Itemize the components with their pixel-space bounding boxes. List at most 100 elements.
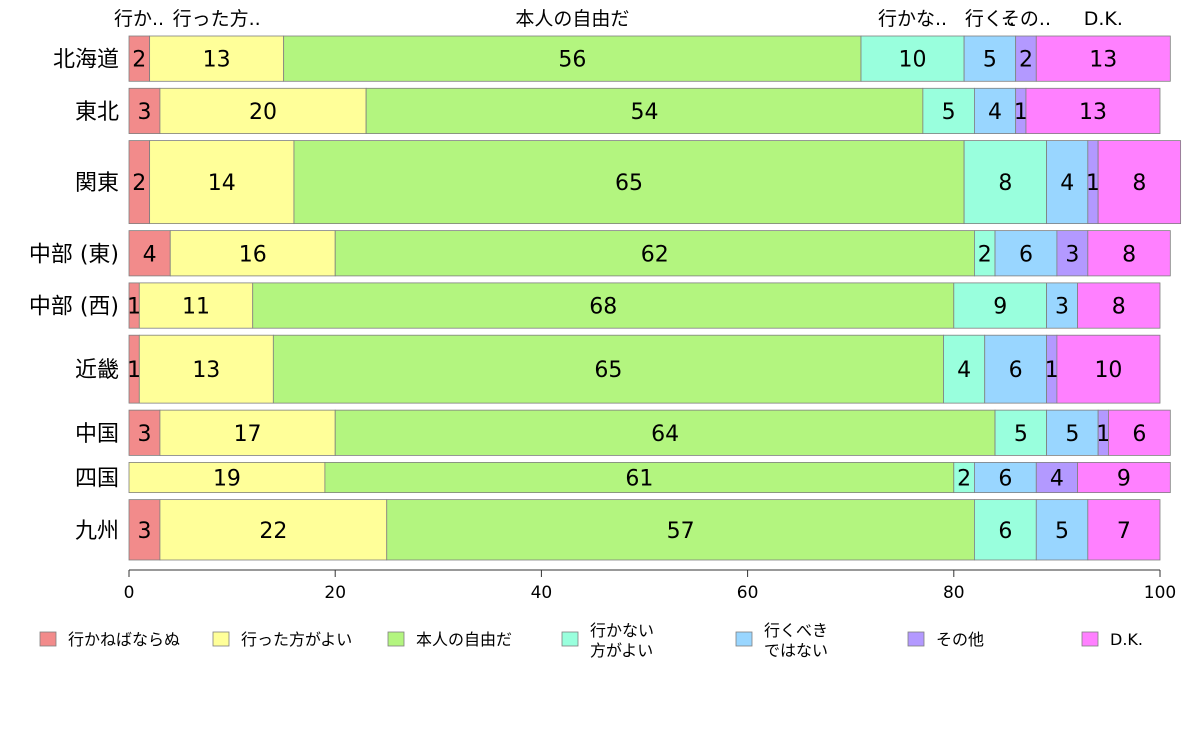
data-label: 8 <box>1132 171 1146 196</box>
data-label: 1 <box>1014 100 1028 125</box>
bar-segment <box>149 140 295 225</box>
x-tick-label: 40 <box>531 583 553 603</box>
data-label: 1 <box>1096 422 1110 447</box>
x-tick-label: 20 <box>324 583 346 603</box>
bar-segment <box>1056 230 1089 277</box>
row-label: 中国 <box>75 422 119 447</box>
bar-segment <box>943 334 986 404</box>
data-label: 1 <box>127 358 141 383</box>
bar-segment <box>128 230 171 277</box>
bar-segment <box>963 35 1017 82</box>
data-label: 61 <box>625 467 653 492</box>
data-label: 13 <box>1089 48 1117 73</box>
data-label: 16 <box>239 242 267 267</box>
bar-segment <box>149 35 285 82</box>
bar-segment <box>365 87 924 134</box>
data-label: 3 <box>137 422 151 447</box>
data-label: 1 <box>1086 171 1100 196</box>
legend-item: 本人の自由だ <box>387 630 512 649</box>
legend-label: 行った方がよい <box>241 630 352 649</box>
data-label: 65 <box>594 358 622 383</box>
data-label: 14 <box>208 171 236 196</box>
column-label: D.K. <box>1084 8 1123 30</box>
bar-segment <box>974 499 1037 561</box>
data-label: 4 <box>957 358 971 383</box>
x-tick-label: 60 <box>737 583 759 603</box>
bar-segment <box>169 230 336 277</box>
data-label: 5 <box>983 48 997 73</box>
bar-segment <box>984 334 1047 404</box>
bar-segment <box>1087 499 1161 561</box>
data-label: 56 <box>558 48 586 73</box>
data-label: 10 <box>1094 358 1122 383</box>
column-label: 行った方.. <box>173 8 261 30</box>
legend-label: 行かない方がよい <box>590 621 654 660</box>
data-label: 6 <box>1019 242 1033 267</box>
data-label: 62 <box>641 242 669 267</box>
bar-row: 4 16 62 2 6 3 8 中部 (東) <box>29 230 1171 277</box>
bar-segment <box>1035 499 1089 561</box>
bar-segment <box>1108 409 1171 456</box>
data-label: 2 <box>957 467 971 492</box>
data-label: 68 <box>589 295 617 320</box>
data-label: 13 <box>192 358 220 383</box>
bar-segment <box>128 499 161 561</box>
column-label: その.. <box>1001 8 1051 30</box>
data-label: 54 <box>631 100 659 125</box>
bar-segment <box>159 499 388 561</box>
data-label: 20 <box>249 100 277 125</box>
data-label: 65 <box>615 171 643 196</box>
row-label: 四国 <box>75 467 119 492</box>
data-label: 5 <box>1014 422 1028 447</box>
legend: 行かねばならぬ 行った方がよい 本人の自由だ 行かない方がよい 行くべきではない その他 D… <box>39 621 1143 660</box>
bar-segment <box>1046 140 1089 225</box>
x-tick-label: 0 <box>124 583 135 603</box>
bar-segment <box>1046 282 1078 329</box>
legend-item: 行かない方がよい <box>561 621 654 660</box>
bar-segment <box>293 140 965 225</box>
row-label: 関東 <box>75 171 119 196</box>
legend-label: 行かねばならぬ <box>68 630 180 649</box>
data-label: 8 <box>1122 242 1136 267</box>
bar-segment <box>128 409 161 456</box>
legend-label: D.K. <box>1110 630 1143 649</box>
data-label: 13 <box>203 48 231 73</box>
column-labels: 行か.. 行った方.. 本人の自由だ 行かな.. 行く..その.. D.K. <box>114 8 1123 30</box>
bar-row: 3 17 64 5 5 1 6中国 <box>75 409 1171 456</box>
legend-label: その他 <box>936 630 984 649</box>
data-label: 13 <box>1079 100 1107 125</box>
x-axis: 0 20 40 60 80 100 <box>124 569 1176 603</box>
data-label: 1 <box>127 295 141 320</box>
data-label: 7 <box>1117 519 1131 544</box>
row-label: 北海道 <box>53 48 119 73</box>
legend-swatch <box>39 631 57 647</box>
x-tick-label: 100 <box>1144 583 1176 603</box>
bar-segment <box>252 282 955 329</box>
data-label: 2 <box>132 48 146 73</box>
bar-segment <box>272 334 944 404</box>
column-label: 行か.. <box>114 8 164 30</box>
bar-row: 2 14 65 8 4 1 8 関東 <box>75 140 1182 225</box>
data-label: 2 <box>132 171 146 196</box>
bar-segment <box>1035 462 1078 494</box>
legend-item: D.K. <box>1081 630 1143 649</box>
data-label: 8 <box>1112 295 1126 320</box>
bar-segment <box>1077 282 1161 329</box>
data-label: 1 <box>1045 358 1059 383</box>
column-label: 行く.. <box>965 8 1015 30</box>
bar-segment <box>128 462 326 494</box>
legend-item: 行くべきではない <box>735 621 828 660</box>
row-label: 中部 (西) <box>29 295 119 320</box>
data-label: 4 <box>988 100 1002 125</box>
legend-label: 本人の自由だ <box>416 630 512 649</box>
legend-swatch <box>561 631 579 647</box>
bar-segment <box>386 499 975 561</box>
bar-row: 3 22 57 6 5 7九州 <box>75 499 1161 561</box>
bar-segment <box>159 87 367 134</box>
data-label: 4 <box>1060 171 1074 196</box>
bar-segment <box>324 462 955 494</box>
